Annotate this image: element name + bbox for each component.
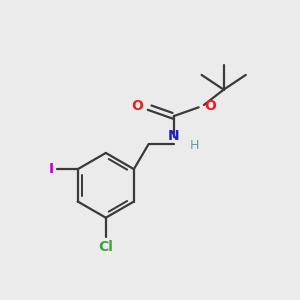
Text: O: O bbox=[131, 99, 143, 113]
Text: O: O bbox=[204, 99, 216, 113]
Text: N: N bbox=[168, 129, 179, 142]
Text: I: I bbox=[49, 162, 54, 176]
Text: H: H bbox=[190, 139, 199, 152]
Text: Cl: Cl bbox=[98, 240, 113, 254]
